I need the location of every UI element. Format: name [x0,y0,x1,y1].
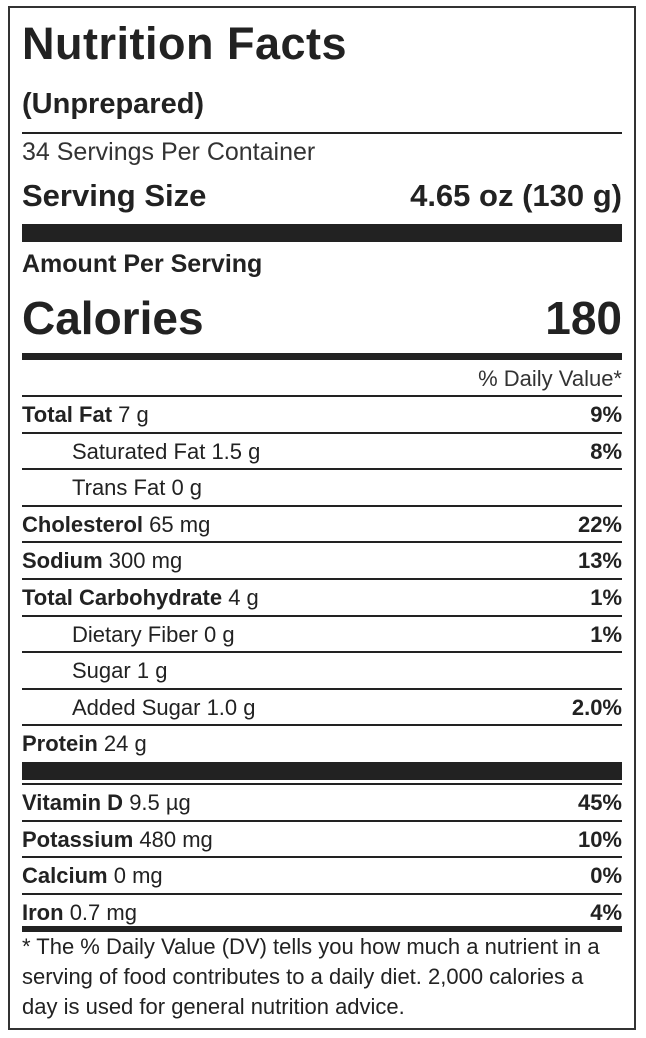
nutrient-name: Sugar [72,658,131,684]
nutrient-label: Sodium 300 mg [22,548,182,574]
nutrient-name: Trans Fat [72,475,166,501]
nutrient-row: Vitamin D 9.5 µg 45% [22,785,622,821]
nutrient-name: Saturated Fat [72,438,206,464]
nutrient-amount: 65 mg [149,511,211,537]
nutrient-daily-value: 1% [590,621,622,647]
nutrient-row: Dietary Fiber 0 g 1% [22,617,622,653]
nutrient-name: Protein [22,731,98,757]
nutrient-daily-value: 2.0% [571,694,622,720]
serving-size-value: 4.65 oz (130 g) [410,178,622,213]
nutrient-label: Calcium 0 mg [22,863,163,889]
nutrient-row: Cholesterol 65 mg 22% [22,507,622,543]
nutrient-row: Sodium 300 mg 13% [22,543,622,579]
nutrient-daily-value: 8% [590,438,622,464]
footnote: * The % Daily Value (DV) tells you how m… [22,934,600,1019]
row-divider [22,651,622,654]
nutrient-amount: 0 mg [113,863,163,889]
row-divider [22,783,622,785]
nutrient-name: Calcium [22,863,108,889]
nutrient-amount: 24 g [103,731,147,757]
nutrient-amount: 0.7 mg [69,899,137,925]
row-divider [22,892,622,895]
calories-value: 180 [545,292,622,344]
nutrient-name: Total Fat [22,402,113,427]
nutrient-amount: 0 g [171,475,203,501]
nutrient-label: Potassium 480 mg [22,827,213,853]
nutrient-name: Total Carbohydrate [22,585,223,610]
nutrient-daily-value: 1% [590,585,622,610]
row-divider [22,395,622,397]
nutrition-label: Nutrition Facts (Unprepared) 34 Servings… [8,6,636,1030]
nutrient-row: Trans Fat 0 g [22,470,622,506]
calories-label: Calories [22,292,204,344]
nutrient-label: Protein 24 g [22,731,147,757]
nutrient-name: Cholesterol [22,511,144,537]
nutrient-name: Iron [22,899,64,925]
amount-per-serving: Amount Per Serving [22,250,263,278]
nutrient-label: Added Sugar 1.0 g [72,695,256,721]
divider-medium [22,353,622,360]
divider-thick [22,762,622,780]
nutrient-name: Added Sugar [72,694,201,720]
row-divider [22,541,622,544]
calories-row: Calories 180 [22,291,622,345]
nutrient-amount: 1 g [136,658,168,684]
nutrient-row: Potassium 480 mg 10% [22,822,622,858]
nutrient-daily-value: 0% [590,863,622,889]
nutrient-name: Potassium [22,826,134,852]
nutrient-row: Saturated Fat 1.5 g 8% [22,434,622,470]
nutrient-row: Calcium 0 mg 0% [22,858,622,894]
nutrient-label: Iron 0.7 mg [22,900,137,926]
nutrient-row: Total Carbohydrate 4 g 1% [22,580,622,616]
nutrient-label: Trans Fat 0 g [72,475,202,501]
divider-thin [22,132,622,134]
nutrient-name: Vitamin D [22,790,124,815]
nutrient-amount: 1.5 g [211,438,261,464]
row-divider [22,431,622,434]
nutrient-row: Added Sugar 1.0 g 2.0% [22,690,622,726]
nutrient-label: Vitamin D 9.5 µg [22,790,191,816]
row-divider [22,468,622,471]
nutrient-label: Cholesterol 65 mg [22,512,210,538]
label-subtitle: (Unprepared) [22,88,205,120]
nutrient-daily-value: 4% [590,899,622,925]
nutrient-label: Sugar 1 g [72,658,167,684]
nutrient-row: Protein 24 g [22,726,622,762]
row-divider [22,724,622,727]
nutrient-daily-value: 10% [577,826,622,852]
label-title: Nutrition Facts [22,18,348,69]
nutrient-label: Saturated Fat 1.5 g [72,439,260,465]
nutrient-daily-value: 45% [577,790,622,815]
nutrient-row: Iron 0.7 mg 4% [22,895,622,931]
nutrient-amount: 0 g [204,621,235,647]
nutrient-amount: 9.5 µg [129,790,191,815]
row-divider [22,856,622,859]
nutrient-name: Dietary Fiber [72,621,198,647]
nutrient-label: Total Carbohydrate 4 g [22,585,259,611]
nutrient-daily-value: 22% [577,511,622,537]
nutrient-amount: 1.0 g [206,694,256,720]
nutrient-daily-value: 9% [590,402,622,427]
nutrient-amount: 480 mg [139,826,213,852]
row-divider [22,614,622,617]
divider-medium [22,926,622,932]
nutrient-amount: 300 mg [108,548,183,574]
nutrient-label: Dietary Fiber 0 g [72,622,235,648]
servings-per-container: 34 Servings Per Container [22,138,316,166]
row-divider [22,819,622,822]
nutrient-row: Sugar 1 g [22,653,622,689]
row-divider [22,578,622,580]
daily-value-header: % Daily Value* [478,366,622,391]
nutrient-daily-value: 13% [577,548,622,574]
serving-size-label: Serving Size [22,178,207,213]
nutrient-amount: 4 g [228,585,259,610]
nutrient-amount: 7 g [118,402,149,427]
row-divider [22,504,622,507]
serving-size-row: Serving Size 4.65 oz (130 g) [22,178,622,214]
row-divider [22,687,622,690]
divider-thick [22,224,622,242]
nutrient-name: Sodium [22,548,103,574]
nutrient-label: Total Fat 7 g [22,402,149,428]
nutrient-row: Total Fat 7 g 9% [22,397,622,433]
